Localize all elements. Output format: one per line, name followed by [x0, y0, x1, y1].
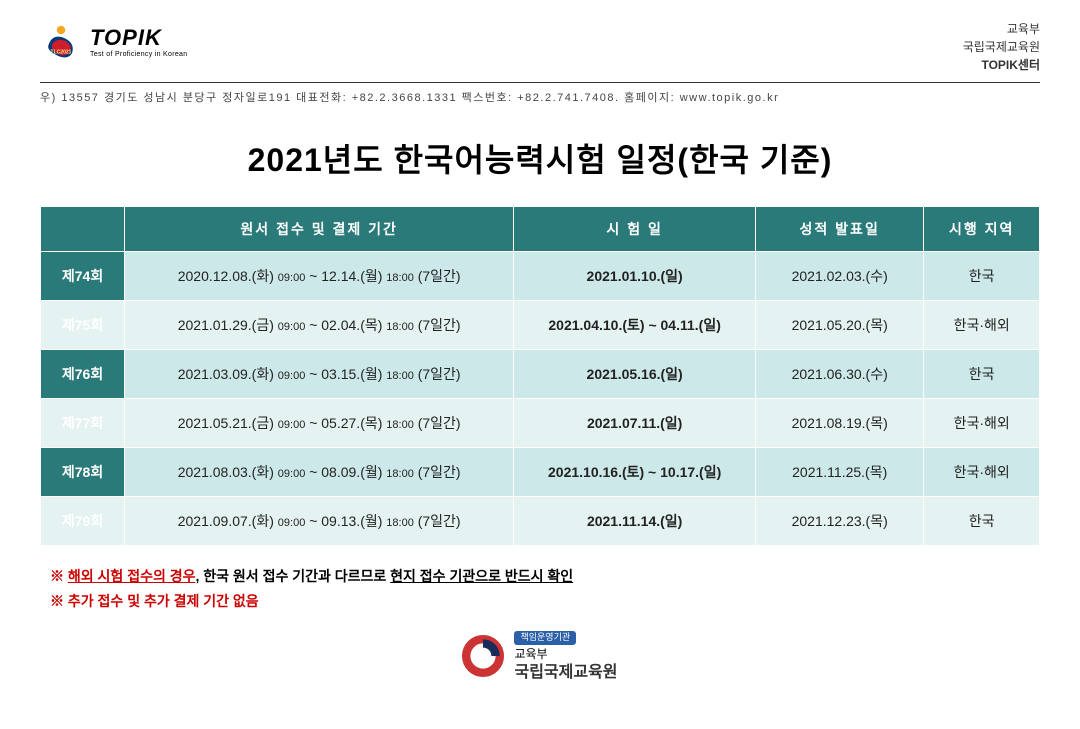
registration-cell: 2021.08.03.(화) 09:00 ~ 08.09.(월) 18:00 (… [125, 448, 514, 497]
org-line3: TOPIK센터 [963, 56, 1040, 74]
result-date-cell: 2021.05.20.(목) [756, 301, 924, 350]
result-date-cell: 2021.02.03.(수) [756, 252, 924, 301]
region-cell: 한국·해외 [924, 301, 1040, 350]
exam-date-cell: 2021.04.10.(토) ~ 04.11.(일) [514, 301, 756, 350]
registration-cell: 2021.03.09.(화) 09:00 ~ 03.15.(월) 18:00 (… [125, 350, 514, 399]
table-row: 제74회2020.12.08.(화) 09:00 ~ 12.14.(월) 18:… [41, 252, 1040, 301]
footer-logo: 책임운영기관 교육부 국립국제교육원 [40, 629, 1040, 683]
registration-cell: 2021.09.07.(화) 09:00 ~ 09.13.(월) 18:00 (… [125, 497, 514, 546]
table-row: 제77회2021.05.21.(금) 09:00 ~ 05.27.(목) 18:… [41, 399, 1040, 448]
exam-date-cell: 2021.07.11.(일) [514, 399, 756, 448]
th-region: 시행 지역 [924, 207, 1040, 252]
document-header: TLC2021 TOPIK Test of Proficiency in Kor… [40, 20, 1040, 74]
topik-swirl-icon: TLC2021 [40, 20, 82, 62]
session-cell: 제75회 [41, 301, 125, 350]
exam-date-cell: 2021.05.16.(일) [514, 350, 756, 399]
logo-area: TLC2021 TOPIK Test of Proficiency in Kor… [40, 20, 187, 62]
region-cell: 한국 [924, 497, 1040, 546]
footer-line1: 교육부 [514, 647, 617, 663]
region-cell: 한국 [924, 252, 1040, 301]
registration-cell: 2020.12.08.(화) 09:00 ~ 12.14.(월) 18:00 (… [125, 252, 514, 301]
logo-text: TOPIK Test of Proficiency in Korean [90, 25, 187, 58]
table-row: 제76회2021.03.09.(화) 09:00 ~ 03.15.(월) 18:… [41, 350, 1040, 399]
session-cell: 제77회 [41, 399, 125, 448]
result-date-cell: 2021.11.25.(목) [756, 448, 924, 497]
registration-cell: 2021.01.29.(금) 09:00 ~ 02.04.(목) 18:00 (… [125, 301, 514, 350]
th-registration: 원서 접수 및 결제 기간 [125, 207, 514, 252]
session-cell: 제78회 [41, 448, 125, 497]
svg-text:TLC2021: TLC2021 [51, 50, 72, 56]
result-date-cell: 2021.06.30.(수) [756, 350, 924, 399]
table-row: 제75회2021.01.29.(금) 09:00 ~ 02.04.(목) 18:… [41, 301, 1040, 350]
result-date-cell: 2021.12.23.(목) [756, 497, 924, 546]
address-line: 우) 13557 경기도 성남시 분당구 정자일로191 대표전화: +82.2… [40, 82, 1040, 105]
note-line1: ※ 해외 시험 접수의 경우, 한국 원서 접수 기간과 다르므로 현지 접수 … [50, 564, 1040, 589]
note1-ul: 현지 접수 기관으로 반드시 확인 [390, 568, 573, 584]
th-session [41, 207, 125, 252]
th-result-date: 성적 발표일 [756, 207, 924, 252]
region-cell: 한국 [924, 350, 1040, 399]
org-info: 교육부 국립국제교육원 TOPIK센터 [963, 20, 1040, 74]
exam-date-cell: 2021.01.10.(일) [514, 252, 756, 301]
th-exam-date: 시 험 일 [514, 207, 756, 252]
exam-date-cell: 2021.10.16.(토) ~ 10.17.(일) [514, 448, 756, 497]
logo-main-text: TOPIK [90, 25, 187, 51]
region-cell: 한국·해외 [924, 448, 1040, 497]
region-cell: 한국·해외 [924, 399, 1040, 448]
result-date-cell: 2021.08.19.(목) [756, 399, 924, 448]
org-line1: 교육부 [963, 20, 1040, 38]
notes-section: ※ 해외 시험 접수의 경우, 한국 원서 접수 기간과 다르므로 현지 접수 … [40, 564, 1040, 614]
exam-date-cell: 2021.11.14.(일) [514, 497, 756, 546]
footer-text: 책임운영기관 교육부 국립국제교육원 [514, 629, 617, 683]
table-row: 제78회2021.08.03.(화) 09:00 ~ 08.09.(월) 18:… [41, 448, 1040, 497]
note1-prefix: ※ [50, 568, 68, 584]
session-cell: 제76회 [41, 350, 125, 399]
footer-line2: 국립국제교육원 [514, 663, 617, 684]
note1-red-ul: 해외 시험 접수의 경우 [68, 568, 196, 584]
document-title: 2021년도 한국어능력시험 일정(한국 기준) [40, 135, 1040, 181]
footer-badge: 책임운영기관 [514, 631, 576, 645]
registration-cell: 2021.05.21.(금) 09:00 ~ 05.27.(목) 18:00 (… [125, 399, 514, 448]
logo-sub-text: Test of Proficiency in Korean [90, 51, 187, 58]
session-cell: 제74회 [41, 252, 125, 301]
table-row: 제79회2021.09.07.(화) 09:00 ~ 09.13.(월) 18:… [41, 497, 1040, 546]
session-cell: 제79회 [41, 497, 125, 546]
schedule-table: 원서 접수 및 결제 기간 시 험 일 성적 발표일 시행 지역 제74회202… [40, 206, 1040, 546]
org-line2: 국립국제교육원 [963, 38, 1040, 56]
table-header-row: 원서 접수 및 결제 기간 시 험 일 성적 발표일 시행 지역 [41, 207, 1040, 252]
note-line2: ※ 추가 접수 및 추가 결제 기간 없음 [50, 589, 1040, 614]
note1-mid: , 한국 원서 접수 기간과 다르므로 [195, 568, 390, 584]
niied-swirl-icon [462, 635, 504, 677]
